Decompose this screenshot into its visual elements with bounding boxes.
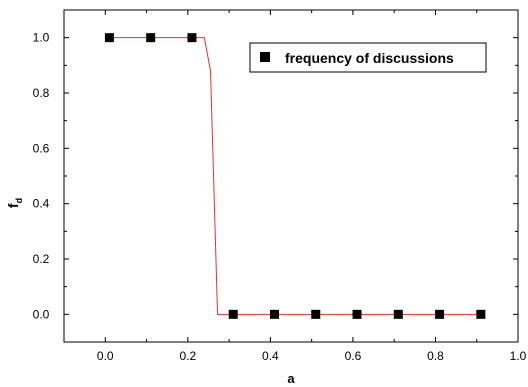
data-point <box>352 309 362 319</box>
legend: frequency of discussions <box>249 42 487 73</box>
y-tick-label: 0.6 <box>33 141 50 155</box>
x-tick-label: 0.8 <box>427 349 444 363</box>
x-tick-label: 1.0 <box>510 349 527 363</box>
y-axis-label-main: f <box>5 203 21 208</box>
data-point <box>104 33 114 43</box>
data-point <box>228 309 238 319</box>
data-point <box>393 309 403 319</box>
data-point <box>146 33 156 43</box>
y-axis-label: fd <box>5 198 24 208</box>
x-tick-label: 0.0 <box>97 349 114 363</box>
legend-label: frequency of discussions <box>285 50 454 66</box>
fit-line <box>109 37 481 315</box>
y-tick-label: 1.0 <box>33 31 50 45</box>
legend-marker <box>260 52 270 62</box>
legend-box <box>249 42 487 73</box>
data-point <box>269 309 279 319</box>
y-tick-label: 0.8 <box>33 86 50 100</box>
y-tick-label: 0.2 <box>33 252 50 266</box>
svg-text:fd: fd <box>5 198 24 208</box>
data-point <box>476 309 486 319</box>
data-markers <box>104 33 486 319</box>
x-axis-ticks: 0.0 0.2 0.4 0.6 0.8 1.0 <box>63 10 527 363</box>
y-axis-label-sub: d <box>14 198 24 204</box>
y-tick-label: 0.0 <box>33 307 50 321</box>
data-point <box>187 33 197 43</box>
y-axis-ticks: 0.0 0.2 0.4 0.6 0.8 1.0 <box>33 9 518 343</box>
x-tick-label: 0.4 <box>262 349 279 363</box>
data-point <box>435 309 445 319</box>
x-axis-label: a <box>287 371 295 386</box>
y-tick-label: 0.4 <box>33 197 50 211</box>
x-tick-label: 0.6 <box>345 349 362 363</box>
data-point <box>311 309 321 319</box>
x-tick-label: 0.2 <box>179 349 196 363</box>
